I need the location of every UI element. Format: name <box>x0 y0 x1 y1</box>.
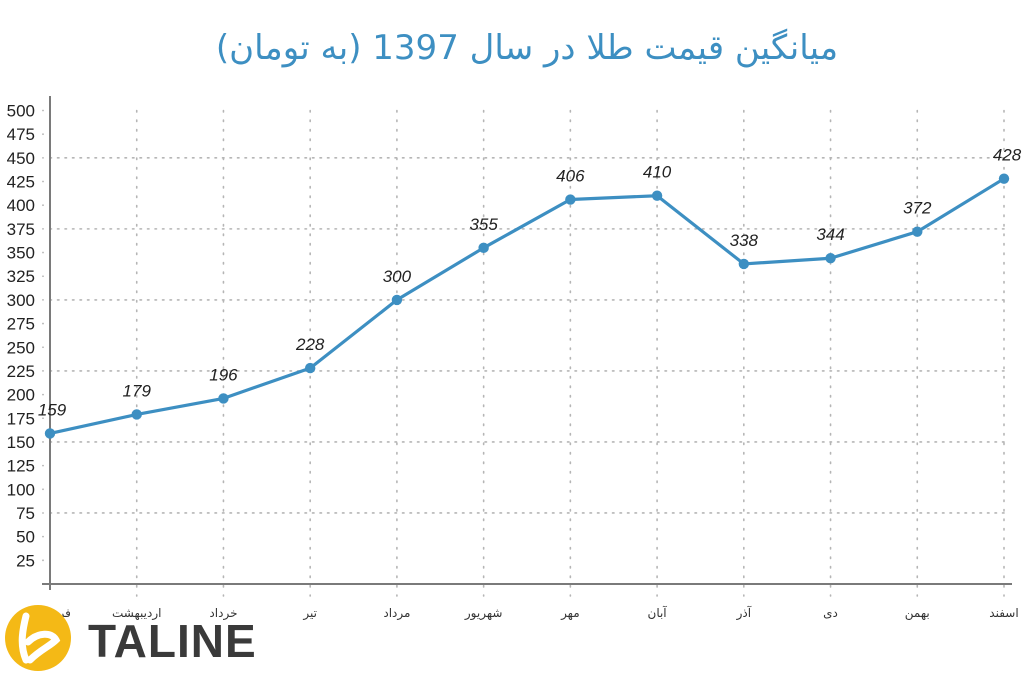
y-tick-label: 300 <box>7 291 35 310</box>
data-label: 406 <box>556 167 585 186</box>
y-tick-label: 475 <box>7 125 35 144</box>
y-tick-label: 125 <box>7 457 35 476</box>
data-point <box>565 194 576 205</box>
y-tick-label: 100 <box>7 480 35 499</box>
data-label: 355 <box>469 215 498 234</box>
y-tick-label: 325 <box>7 267 35 286</box>
y-tick-label: 500 <box>7 102 35 121</box>
x-tick-label: آبان <box>648 605 668 620</box>
data-point <box>391 294 403 306</box>
y-tick-label: 50 <box>16 528 35 547</box>
y-tick-label: 375 <box>7 220 35 239</box>
y-tick-label: 450 <box>7 149 35 168</box>
y-tick-label: 250 <box>7 338 35 357</box>
data-label: 344 <box>816 225 844 244</box>
x-tick-label: تیر <box>302 606 317 621</box>
x-tick-label: آذر <box>736 605 752 621</box>
x-tick-label: اردیبهشت <box>112 606 161 621</box>
data-point <box>218 393 229 404</box>
x-tick-label: دی <box>823 606 838 620</box>
data-label: 338 <box>730 231 759 250</box>
data-label: 410 <box>643 163 672 182</box>
y-tick-label: 425 <box>7 173 35 192</box>
x-tick-label: خرداد <box>209 606 237 621</box>
logo-text: TALINE <box>88 615 257 667</box>
data-label: 179 <box>123 381 152 400</box>
data-point <box>998 173 1010 184</box>
x-tick-label: بهمن <box>905 606 930 621</box>
data-label: 196 <box>209 365 238 384</box>
y-tick-label: 400 <box>7 196 35 215</box>
data-label: 159 <box>38 400 67 419</box>
data-point <box>44 428 56 439</box>
y-tick-label: 25 <box>16 551 35 570</box>
data-point <box>651 190 663 201</box>
x-axis-ticks: فروردیناردیبهشتخردادتیرمردادشهریورمهرآبا… <box>29 605 1019 621</box>
x-tick-label: اسفند <box>989 606 1018 620</box>
data-point <box>738 258 750 270</box>
y-tick-label: 150 <box>7 433 35 452</box>
grid-lines <box>49 109 1011 597</box>
data-point <box>478 242 489 254</box>
data-label: 372 <box>903 199 932 218</box>
y-tick-label: 175 <box>7 409 35 428</box>
data-point <box>304 362 316 374</box>
taline-logo-icon <box>5 605 71 671</box>
data-label: 228 <box>295 335 325 354</box>
y-tick-label: 225 <box>7 362 35 381</box>
y-tick-label: 200 <box>7 386 35 405</box>
y-tick-label: 350 <box>7 244 35 263</box>
data-label: 300 <box>383 267 412 286</box>
y-tick-label: 75 <box>16 504 35 523</box>
data-point <box>131 409 142 420</box>
y-tick-label: 275 <box>7 315 35 334</box>
data-point <box>912 226 923 237</box>
y-axis-ticks: 25 50 75 100 125 150 175 200 225 250 275 300 325 350 3… <box>7 102 44 570</box>
data-labels: 159 179 196 228 300 355 406 410 338 344 372 428 <box>38 146 1022 420</box>
chart-title: میانگین قیمت طلا در سال 1397 (به تومان) <box>215 28 839 68</box>
x-tick-label: مرداد <box>383 606 410 621</box>
series-line <box>44 173 1010 439</box>
x-tick-label: مهر <box>560 606 580 621</box>
axes <box>42 96 1012 590</box>
data-point <box>825 253 836 264</box>
data-label: 428 <box>993 146 1022 165</box>
x-tick-label: شهریور <box>464 606 503 621</box>
